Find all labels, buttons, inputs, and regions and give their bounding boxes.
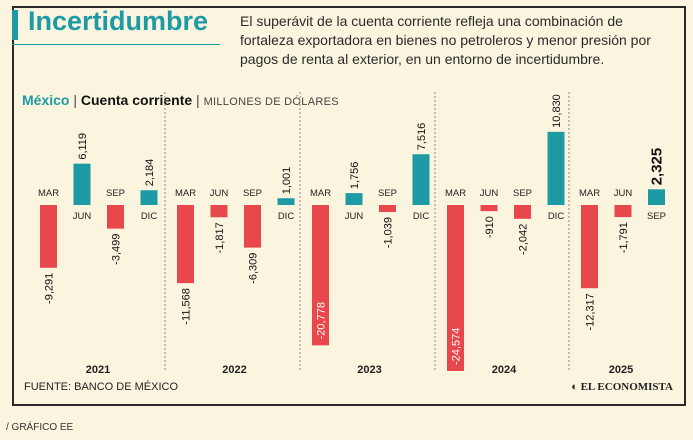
data-label: -11,568 <box>181 288 193 325</box>
year-label: 2025 <box>609 364 633 376</box>
brand-icon: ◐ <box>571 381 581 393</box>
quarter-label: SEP <box>378 188 397 199</box>
page-title: Incertidumbre <box>28 6 209 36</box>
heading-separator: | <box>196 92 200 108</box>
bar <box>345 193 363 205</box>
data-label: -9,291 <box>44 273 56 304</box>
bar <box>177 205 194 284</box>
bar <box>547 131 565 205</box>
year-label: 2023 <box>357 364 381 376</box>
data-label: 1,001 <box>281 167 293 195</box>
bar <box>412 154 430 205</box>
source-note: FUENTE: BANCO DE MÉXICO <box>24 381 179 393</box>
title-underline <box>12 44 220 45</box>
data-label: -20,778 <box>316 302 328 339</box>
data-label: -910 <box>484 216 496 238</box>
data-label: -1,791 <box>618 222 630 253</box>
quarter-label: JUN <box>614 188 633 199</box>
data-label: 1,756 <box>349 162 361 190</box>
quarter-label: JUN <box>345 211 364 222</box>
bar <box>73 163 91 205</box>
quarter-label: JUN <box>480 188 499 199</box>
bar <box>140 190 158 205</box>
bar <box>107 205 124 229</box>
data-label: -1,039 <box>383 217 395 248</box>
data-label: -6,309 <box>248 253 260 284</box>
bar <box>244 205 261 248</box>
brand-logo: ◐ EL ECONOMISTA <box>571 381 673 393</box>
quarter-label: JUN <box>73 211 92 222</box>
bar <box>648 189 665 205</box>
data-label: 7,516 <box>416 123 428 151</box>
chart-heading: México | Cuenta corriente | MILLONES DE … <box>22 92 339 108</box>
quarter-label: DIC <box>548 211 565 222</box>
chart-units: MILLONES DE DÓLARES <box>203 96 339 108</box>
bar <box>480 205 498 212</box>
quarter-label: MAR <box>310 188 331 199</box>
bar <box>447 205 464 371</box>
year-label: 2024 <box>492 364 517 376</box>
quarter-label: JUN <box>210 188 229 199</box>
brand-name: EL ECONOMISTA <box>580 381 673 393</box>
data-label: 6,119 <box>77 133 89 160</box>
data-label: -2,042 <box>518 224 530 255</box>
quarter-label: SEP <box>513 188 532 199</box>
quarter-label: SEP <box>647 211 666 222</box>
chart-country: México <box>22 92 70 108</box>
year-label: 2021 <box>86 364 110 376</box>
title-accent-bar <box>12 10 18 40</box>
data-label: 2,325 <box>649 148 666 186</box>
data-label: 2,184 <box>144 159 156 187</box>
graphic-credit: / GRÁFICO EE <box>6 422 74 433</box>
quarter-label: MAR <box>445 188 466 199</box>
bar <box>379 205 396 213</box>
quarter-label: DIC <box>141 211 158 222</box>
bar <box>277 198 295 205</box>
data-label: -12,317 <box>585 293 597 330</box>
quarter-label: SEP <box>106 188 125 199</box>
bar <box>312 205 329 346</box>
data-label: -3,499 <box>111 234 123 265</box>
quarter-label: MAR <box>579 188 600 199</box>
data-label: -24,574 <box>451 328 463 365</box>
year-label: 2022 <box>222 364 246 376</box>
chart-frame <box>12 6 686 406</box>
quarter-label: MAR <box>175 188 196 199</box>
quarter-label: MAR <box>38 188 59 199</box>
bar <box>581 205 598 289</box>
quarter-label: DIC <box>278 211 295 222</box>
quarter-label: SEP <box>243 188 262 199</box>
bar <box>210 205 228 218</box>
bar <box>514 205 531 219</box>
heading-separator: | <box>73 92 77 108</box>
quarter-label: DIC <box>413 211 430 222</box>
page-subtitle: El superávit de la cuenta corriente refl… <box>240 13 651 67</box>
chart-metric: Cuenta corriente <box>80 92 193 108</box>
bar <box>614 205 632 218</box>
data-label: 10,830 <box>551 94 563 128</box>
bar <box>40 205 57 268</box>
data-label: -1,817 <box>214 222 226 253</box>
